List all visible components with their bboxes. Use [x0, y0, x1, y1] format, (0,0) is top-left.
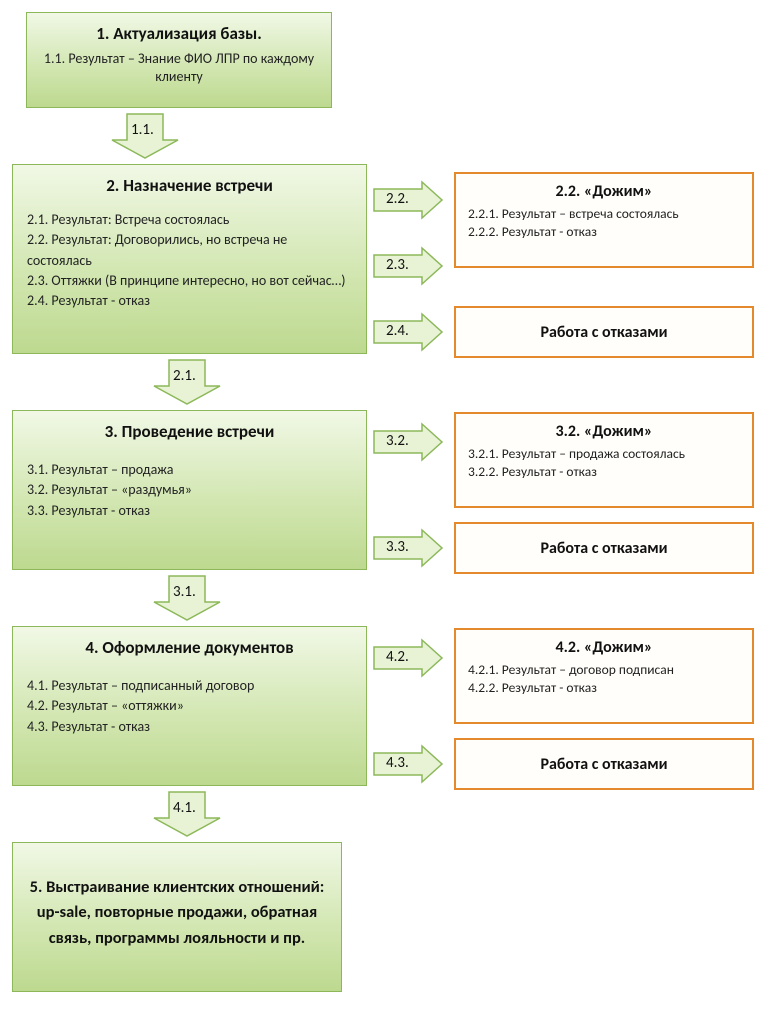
- side-4-2-title: 4.2. «Дожим»: [468, 638, 740, 657]
- side-2-refuse-box: Работа с отказами: [454, 306, 754, 358]
- arrow-label-4-3: 4.3.: [386, 754, 409, 772]
- step-1-box: 1. Актуализация базы. 1.1. Результат – З…: [26, 12, 332, 108]
- step-2-title: 2. Назначение встречи: [27, 175, 352, 196]
- side-2-2-l2: 2.2.2. Результат - отказ: [468, 223, 740, 241]
- arrow-label-2-3: 2.3.: [386, 256, 409, 274]
- arrow-label-4-1: 4.1.: [173, 799, 196, 817]
- side-3-2-l2: 3.2.2. Результат - отказ: [468, 463, 740, 481]
- arrow-label-2-4: 2.4.: [386, 322, 409, 340]
- arrow-label-4-2: 4.2.: [386, 648, 409, 666]
- arrow-label-2-1: 2.1.: [173, 367, 196, 385]
- step-4-title: 4. Оформление документов: [27, 637, 352, 658]
- side-4-refuse-box: Работа с отказами: [454, 738, 754, 790]
- side-3-refuse-box: Работа с отказами: [454, 522, 754, 574]
- side-4-refuse-title: Работа с отказами: [540, 755, 667, 774]
- arrow-label-2-2: 2.2.: [386, 190, 409, 208]
- side-3-refuse-title: Работа с отказами: [540, 539, 667, 558]
- step-5-title: 5. Выстраивание клиентских отношений: up…: [27, 875, 327, 952]
- arrow-label-1-1: 1.1.: [131, 121, 154, 139]
- side-3-2-l1: 3.2.1. Результат – продажа состоялась: [468, 445, 740, 463]
- step-4-l2: 4.2. Результат – «оттяжки»: [27, 696, 352, 716]
- step-2-l1: 2.1. Результат: Встреча состоялась: [27, 210, 352, 230]
- step-3-l3: 3.3. Результат - отказ: [27, 501, 352, 521]
- side-4-2-box: 4.2. «Дожим» 4.2.1. Результат – договор …: [454, 628, 754, 724]
- step-4-box: 4. Оформление документов 4.1. Результат …: [12, 626, 367, 786]
- side-2-2-title: 2.2. «Дожим»: [468, 182, 740, 201]
- step-1-sub: 1.1. Результат – Знание ФИО ЛПР по каждо…: [41, 50, 317, 85]
- step-3-box: 3. Проведение встречи 3.1. Результат – п…: [12, 410, 367, 570]
- step-3-title: 3. Проведение встречи: [27, 421, 352, 442]
- arrow-label-3-2: 3.2.: [386, 432, 409, 450]
- flowchart-canvas: 1. Актуализация базы. 1.1. Результат – З…: [12, 12, 754, 1012]
- step-3-l1: 3.1. Результат – продажа: [27, 460, 352, 480]
- step-2-l2: 2.2. Результат: Договорились, но встреча…: [27, 230, 352, 271]
- side-4-2-l1: 4.2.1. Результат – договор подписан: [468, 661, 740, 679]
- step-2-l4: 2.4. Результат - отказ: [27, 291, 352, 311]
- step-2-box: 2. Назначение встречи 2.1. Результат: Вс…: [12, 164, 367, 354]
- arrow-label-3-1: 3.1.: [173, 583, 196, 601]
- side-2-2-l1: 2.2.1. Результат – встреча состоялась: [468, 205, 740, 223]
- side-3-2-box: 3.2. «Дожим» 3.2.1. Результат – продажа …: [454, 412, 754, 508]
- step-5-box: 5. Выстраивание клиентских отношений: up…: [12, 842, 342, 992]
- step-2-l3: 2.3. Оттяжки (В принципе интересно, но в…: [27, 271, 352, 291]
- step-1-title: 1. Актуализация базы.: [41, 23, 317, 44]
- step-4-l3: 4.3. Результат - отказ: [27, 717, 352, 737]
- step-4-l1: 4.1. Результат – подписанный договор: [27, 676, 352, 696]
- side-2-2-box: 2.2. «Дожим» 2.2.1. Результат – встреча …: [454, 172, 754, 268]
- arrow-label-3-3: 3.3.: [386, 538, 409, 556]
- side-2-refuse-title: Работа с отказами: [540, 323, 667, 342]
- step-3-l2: 3.2. Результат – «раздумья»: [27, 480, 352, 500]
- side-4-2-l2: 4.2.2. Результат - отказ: [468, 679, 740, 697]
- side-3-2-title: 3.2. «Дожим»: [468, 422, 740, 441]
